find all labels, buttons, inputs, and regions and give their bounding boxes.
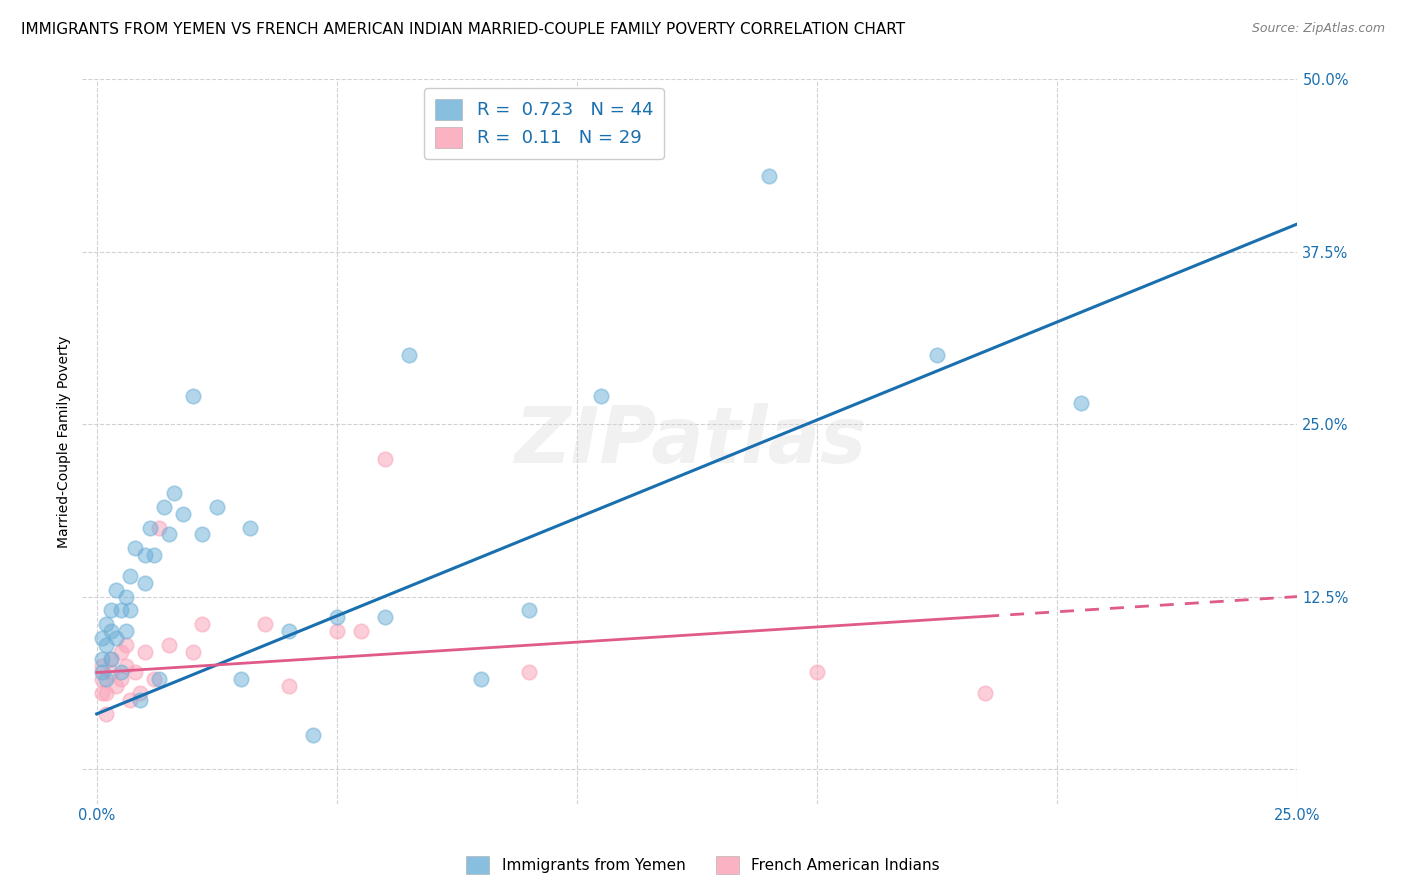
Point [124,665,146,680]
Point [277,624,299,638]
Point [96,617,118,632]
Point [114,590,136,604]
Point [114,638,136,652]
Point [96,706,118,721]
Point [806,665,828,680]
Point [90,651,112,665]
Point [302,728,325,742]
Point [253,617,276,632]
Point [100,651,122,665]
Point [90,665,112,680]
Point [100,651,122,665]
Point [205,500,228,514]
Text: IMMIGRANTS FROM YEMEN VS FRENCH AMERICAN INDIAN MARRIED-COUPLE FAMILY POVERTY CO: IMMIGRANTS FROM YEMEN VS FRENCH AMERICAN… [21,22,905,37]
Point [90,673,112,687]
Point [134,548,156,562]
Point [110,603,132,617]
Point [129,686,152,700]
Point [517,603,540,617]
Point [374,610,396,624]
Point [172,507,194,521]
Point [90,686,112,700]
Point [157,527,180,541]
Point [974,686,997,700]
Point [104,631,127,645]
Point [758,169,780,183]
Point [470,673,492,687]
Point [191,617,214,632]
Point [110,665,132,680]
Point [120,603,142,617]
Point [96,638,118,652]
Point [120,569,142,583]
Point [148,520,170,534]
Point [129,693,152,707]
Point [134,575,156,590]
Point [927,348,949,362]
Point [143,548,166,562]
Legend: Immigrants from Yemen, French American Indians: Immigrants from Yemen, French American I… [460,850,946,880]
Point [100,624,122,638]
Point [277,679,299,693]
Point [374,451,396,466]
Point [153,500,176,514]
Y-axis label: Married-Couple Family Poverty: Married-Couple Family Poverty [58,335,72,548]
Point [181,645,204,659]
Point [110,645,132,659]
Point [96,673,118,687]
Point [589,389,612,403]
Point [239,520,262,534]
Point [114,624,136,638]
Point [114,658,136,673]
Point [350,624,373,638]
Text: ZIPatlas: ZIPatlas [513,403,866,479]
Point [96,686,118,700]
Point [90,658,112,673]
Legend: R =  0.723   N = 44, R =  0.11   N = 29: R = 0.723 N = 44, R = 0.11 N = 29 [425,88,664,159]
Point [124,541,146,556]
Point [100,603,122,617]
Point [191,527,214,541]
Point [143,673,166,687]
Point [398,348,420,362]
Point [157,638,180,652]
Point [229,673,252,687]
Point [162,486,184,500]
Point [100,665,122,680]
Point [110,673,132,687]
Point [517,665,540,680]
Point [1070,396,1092,410]
Point [104,582,127,597]
Point [134,645,156,659]
Point [104,679,127,693]
Point [181,389,204,403]
Point [148,673,170,687]
Text: Source: ZipAtlas.com: Source: ZipAtlas.com [1251,22,1385,36]
Point [120,693,142,707]
Point [326,624,349,638]
Point [326,610,349,624]
Point [138,520,160,534]
Point [90,631,112,645]
